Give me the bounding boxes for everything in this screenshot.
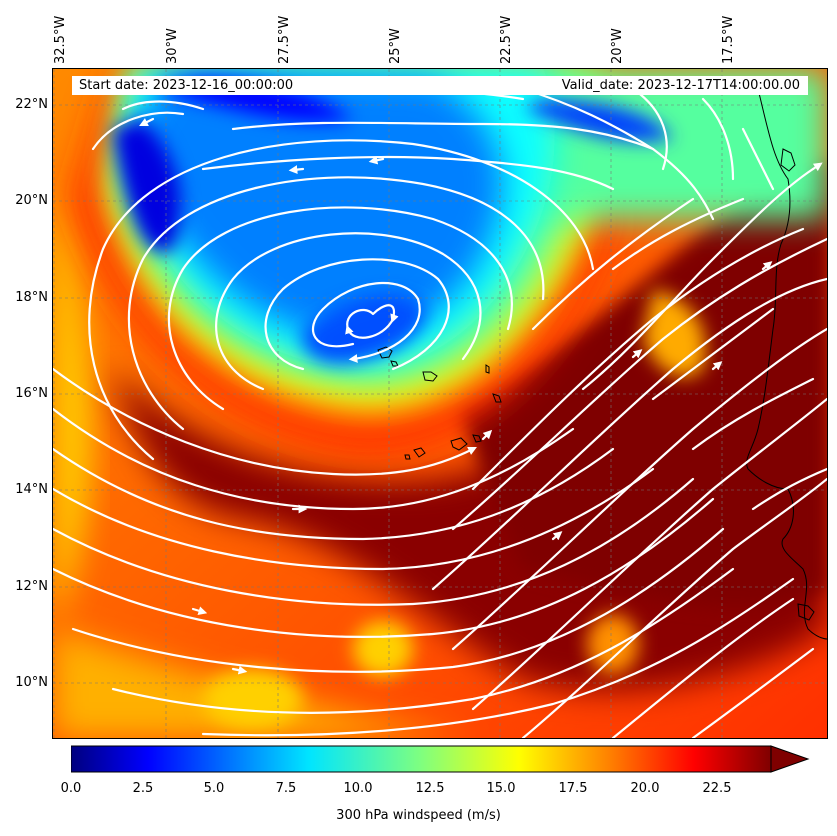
lat-label-14n: 14°N <box>15 482 48 497</box>
lon-label-25w: 25°W <box>388 28 403 64</box>
windspeed-map <box>52 68 828 739</box>
lon-label-32-5w: 32.5°W <box>53 15 68 64</box>
colorbar <box>71 745 810 773</box>
coastline <box>377 88 827 640</box>
lat-label-10n: 10°N <box>15 675 48 690</box>
colorbar-tick: 2.5 <box>132 781 154 796</box>
colorbar-tick: 12.5 <box>415 781 445 796</box>
colorbar-tick: 0.0 <box>60 781 82 796</box>
date-banner: Start date: 2023-12-16_00:00:00 Valid_da… <box>72 76 808 95</box>
lat-label-16n: 16°N <box>15 386 48 401</box>
lon-label-30w: 30°W <box>165 28 180 64</box>
colorbar-tick: 17.5 <box>558 781 588 796</box>
colorbar-tick: 10.0 <box>343 781 373 796</box>
colorbar-tick: 7.5 <box>275 781 297 796</box>
map-canvas <box>53 69 827 738</box>
lat-label-20n: 20°N <box>15 193 48 208</box>
lat-label-12n: 12°N <box>15 579 48 594</box>
colorbar-extend-arrow <box>770 745 810 773</box>
colorbar-tick: 15.0 <box>486 781 516 796</box>
colorbar-tick: 5.0 <box>203 781 225 796</box>
lat-label-22n: 22°N <box>15 97 48 112</box>
graticule <box>53 69 827 738</box>
windspeed-field <box>53 69 827 738</box>
valid-date-text: Valid_date: 2023-12-17T14:00:00.00 <box>561 78 800 93</box>
lon-label-17-5w: 17.5°W <box>721 15 736 64</box>
lat-label-18n: 18°N <box>15 290 48 305</box>
colorbar-tick: 22.5 <box>702 781 732 796</box>
colorbar-tick: 20.0 <box>630 781 660 796</box>
colorbar-gradient <box>71 745 772 773</box>
streamlines <box>53 87 827 738</box>
colorbar-label: 300 hPa windspeed (m/s) <box>336 808 501 823</box>
lon-label-27-5w: 27.5°W <box>277 15 292 64</box>
start-date-text: Start date: 2023-12-16_00:00:00 <box>79 78 294 93</box>
lon-label-22-5w: 22.5°W <box>499 15 514 64</box>
lon-label-20w: 20°W <box>610 28 625 64</box>
